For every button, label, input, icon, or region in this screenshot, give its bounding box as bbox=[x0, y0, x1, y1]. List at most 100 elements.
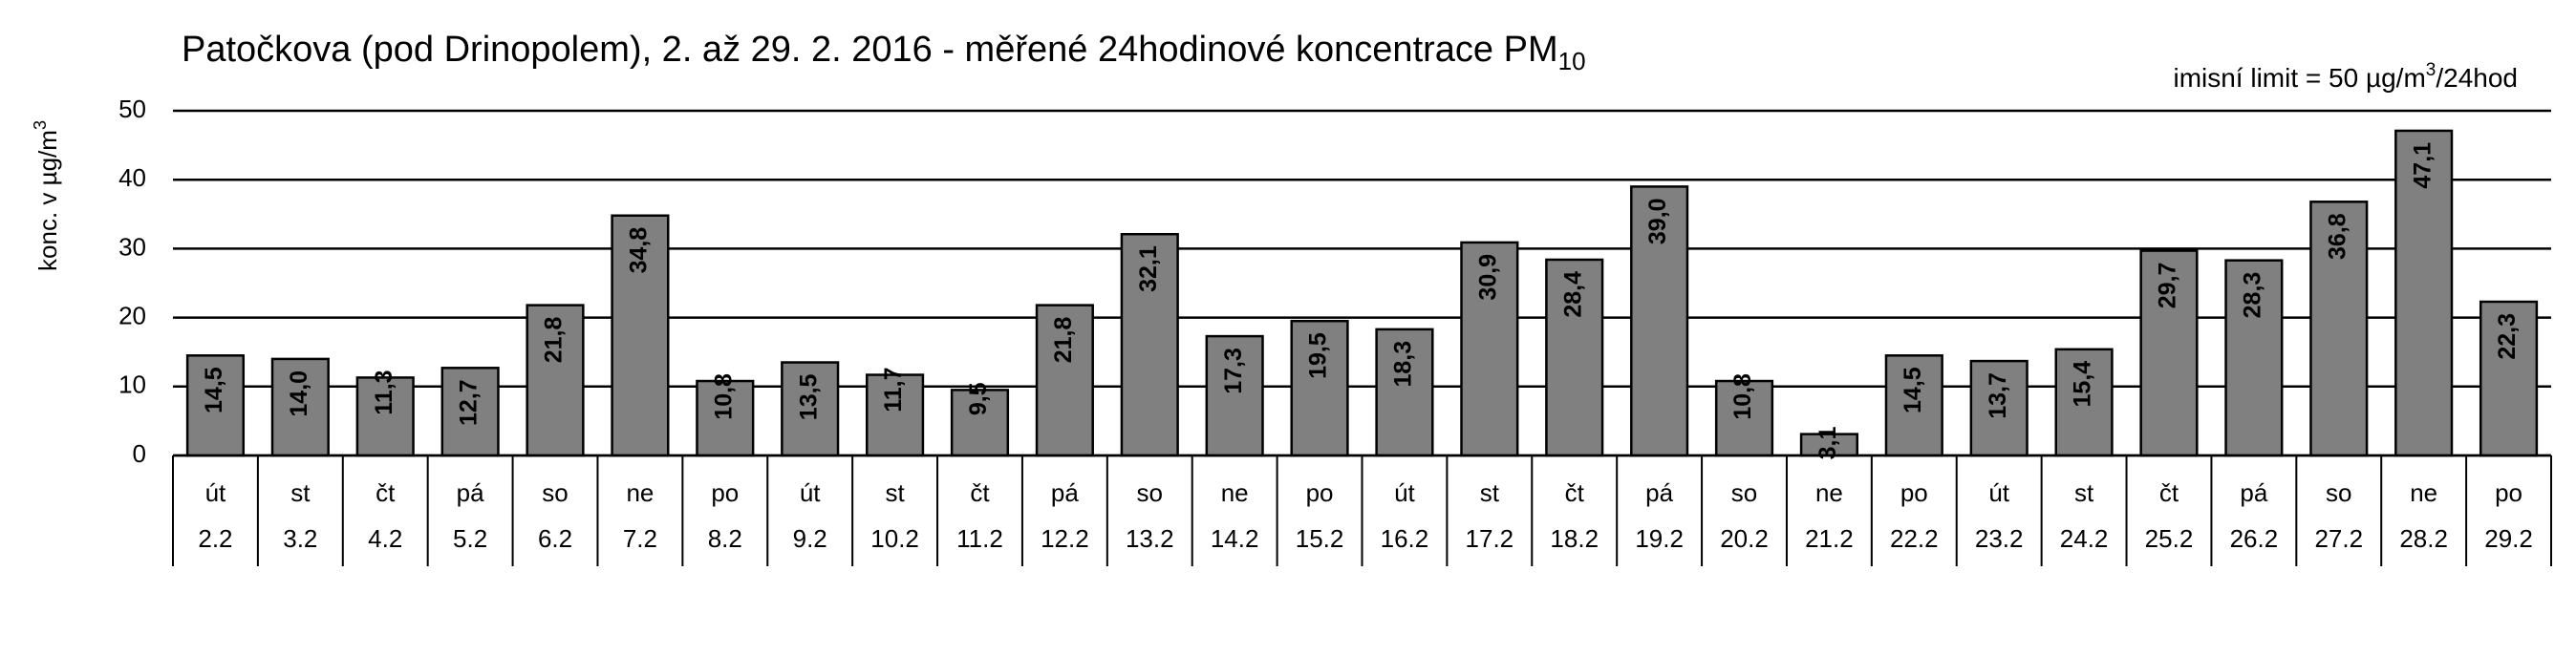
bar bbox=[781, 361, 840, 457]
value-label: 10,8 bbox=[710, 373, 737, 420]
title-text: Patočkova (pod Drinopolem), 2. až 29. 2.… bbox=[182, 30, 1558, 70]
x-tick-label: 24.2 bbox=[2060, 524, 2109, 553]
weekday-label: pá bbox=[1051, 478, 1079, 507]
weekday-label: po bbox=[2495, 478, 2522, 507]
weekday-label: po bbox=[1900, 478, 1928, 507]
x-tick-label: 28.2 bbox=[2399, 524, 2448, 553]
y-tick-label: 40 bbox=[118, 163, 146, 192]
weekday-label: po bbox=[1306, 478, 1334, 507]
bar bbox=[1969, 359, 2029, 457]
x-tick-label: 5.2 bbox=[453, 524, 487, 553]
annotation-text: /24hod bbox=[2436, 63, 2518, 93]
value-label: 18,3 bbox=[1390, 341, 1417, 388]
x-tick-label: 20.2 bbox=[1720, 524, 1769, 553]
weekday-label: ne bbox=[2410, 478, 2437, 507]
weekday-label: so bbox=[2326, 478, 2351, 507]
bar bbox=[2054, 348, 2114, 457]
annotation-superscript: 3 bbox=[2426, 60, 2436, 80]
bar bbox=[1375, 328, 1434, 457]
value-label: 9,5 bbox=[965, 382, 992, 415]
value-label: 22,3 bbox=[2494, 313, 2521, 360]
value-label: 39,0 bbox=[1644, 198, 1671, 244]
chart-title: Patočkova (pod Drinopolem), 2. až 29. 2.… bbox=[182, 30, 1586, 75]
x-tick-label: 8.2 bbox=[708, 524, 742, 553]
weekday-label: pá bbox=[457, 478, 484, 507]
weekday-label: so bbox=[542, 478, 568, 507]
value-label: 11,7 bbox=[880, 368, 907, 413]
value-label: 30,9 bbox=[1474, 254, 1501, 301]
value-label: 13,5 bbox=[795, 373, 822, 420]
x-tick-label: 18.2 bbox=[1550, 524, 1599, 553]
x-tick-label: 10.2 bbox=[870, 524, 919, 553]
x-tick-label: 9.2 bbox=[793, 524, 827, 553]
x-tick-label: 26.2 bbox=[2230, 524, 2279, 553]
value-label: 12,7 bbox=[456, 379, 483, 426]
bar bbox=[1120, 232, 1179, 457]
value-label: 29,7 bbox=[2155, 263, 2181, 309]
value-label: 3,1 bbox=[1814, 427, 1841, 460]
x-tick-label: 12.2 bbox=[1041, 524, 1089, 553]
limit-annotation: imisní limit = 50 µg/m3/24hod bbox=[2173, 60, 2518, 93]
weekday-label: čt bbox=[970, 478, 990, 507]
value-label: 28,3 bbox=[2239, 272, 2265, 319]
bar bbox=[1460, 241, 1519, 457]
x-tick-label: 17.2 bbox=[1466, 524, 1514, 553]
y-tick-label: 30 bbox=[118, 232, 146, 261]
x-tick-label: 3.2 bbox=[283, 524, 317, 553]
weekday-label: st bbox=[2074, 478, 2094, 507]
x-tick-label: 2.2 bbox=[198, 524, 232, 553]
value-label: 47,1 bbox=[2409, 142, 2436, 189]
weekday-label: út bbox=[205, 478, 226, 507]
bar bbox=[1714, 379, 1774, 457]
x-tick-label: 27.2 bbox=[2314, 524, 2363, 553]
y-tick-label: 10 bbox=[118, 370, 146, 399]
x-tick-label: 25.2 bbox=[2145, 524, 2194, 553]
value-label: 11,3 bbox=[371, 370, 397, 414]
x-tick-label: 19.2 bbox=[1635, 524, 1684, 553]
value-label: 13,7 bbox=[1985, 372, 2011, 419]
annotation-text: imisní limit = 50 µg/m bbox=[2173, 63, 2425, 93]
value-label: 32,1 bbox=[1135, 245, 1162, 292]
y-tick-label: 50 bbox=[118, 95, 146, 123]
weekday-label: st bbox=[885, 478, 905, 507]
weekday-label: čt bbox=[2159, 478, 2179, 507]
x-tick-label: 11.2 bbox=[956, 524, 1003, 553]
bar bbox=[2479, 300, 2539, 457]
weekday-label: čt bbox=[376, 478, 396, 507]
value-label: 34,8 bbox=[626, 227, 653, 274]
x-tick-label: 7.2 bbox=[623, 524, 657, 553]
y-tick-label: 20 bbox=[118, 301, 146, 329]
y-label-text: konc. v µg/m bbox=[33, 130, 62, 271]
value-label: 10,8 bbox=[1729, 373, 1756, 420]
weekday-label: st bbox=[1480, 478, 1500, 507]
x-tick-label: 22.2 bbox=[1890, 524, 1939, 553]
value-label: 14,0 bbox=[286, 370, 312, 417]
bar bbox=[1205, 334, 1264, 457]
bar bbox=[1290, 319, 1349, 457]
x-tick-label: 13.2 bbox=[1126, 524, 1174, 553]
value-label: 28,4 bbox=[1559, 271, 1586, 318]
weekday-label: ne bbox=[1221, 478, 1249, 507]
weekday-label: pá bbox=[1645, 478, 1673, 507]
x-tick-label: 23.2 bbox=[1975, 524, 2024, 553]
value-label: 14,5 bbox=[1900, 367, 1926, 413]
y-label-superscript: 3 bbox=[31, 120, 50, 130]
weekday-label: ne bbox=[1815, 478, 1843, 507]
x-tick-label: 21.2 bbox=[1805, 524, 1854, 553]
value-label: 21,8 bbox=[541, 317, 568, 364]
weekday-label: po bbox=[711, 478, 739, 507]
x-tick-label: 4.2 bbox=[368, 524, 402, 553]
weekday-label: pá bbox=[2240, 478, 2267, 507]
title-subscript: 10 bbox=[1558, 47, 1586, 75]
bar bbox=[526, 304, 585, 457]
value-label: 36,8 bbox=[2324, 213, 2351, 260]
value-label: 17,3 bbox=[1220, 348, 1247, 394]
weekday-label: so bbox=[1731, 478, 1757, 507]
bar bbox=[696, 379, 755, 457]
bar bbox=[1630, 185, 1689, 457]
weekday-label: ne bbox=[626, 478, 654, 507]
bar bbox=[2139, 249, 2199, 457]
y-tick-label: 0 bbox=[133, 439, 146, 468]
value-label: 21,8 bbox=[1050, 317, 1077, 364]
